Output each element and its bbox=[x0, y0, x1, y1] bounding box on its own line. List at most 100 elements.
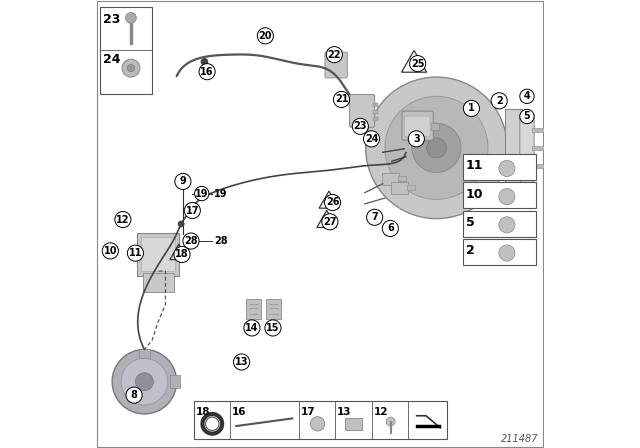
Bar bbox=[416, 425, 441, 428]
Text: 13: 13 bbox=[337, 407, 351, 417]
Text: 10: 10 bbox=[466, 188, 483, 201]
Bar bbox=[463, 211, 536, 237]
Circle shape bbox=[326, 47, 342, 63]
Bar bbox=[170, 375, 180, 388]
Text: 4: 4 bbox=[524, 91, 531, 101]
Bar bbox=[345, 418, 362, 430]
FancyBboxPatch shape bbox=[141, 237, 175, 271]
Circle shape bbox=[121, 358, 168, 405]
FancyBboxPatch shape bbox=[404, 116, 430, 137]
Circle shape bbox=[499, 189, 515, 205]
Bar bbox=[139, 349, 150, 358]
Circle shape bbox=[115, 211, 131, 228]
Text: 23: 23 bbox=[353, 121, 367, 131]
Bar bbox=[532, 164, 545, 168]
Text: 3: 3 bbox=[413, 134, 420, 144]
Text: 25: 25 bbox=[411, 59, 424, 69]
Text: 19: 19 bbox=[195, 189, 209, 198]
Text: 17: 17 bbox=[301, 407, 316, 417]
Circle shape bbox=[364, 131, 380, 147]
Text: 16: 16 bbox=[232, 407, 246, 417]
Circle shape bbox=[367, 209, 383, 225]
Circle shape bbox=[310, 417, 324, 431]
Bar bbox=[398, 176, 406, 181]
Bar bbox=[408, 185, 415, 190]
Bar bbox=[373, 103, 378, 107]
Circle shape bbox=[382, 220, 399, 237]
Circle shape bbox=[122, 59, 140, 77]
Circle shape bbox=[499, 245, 515, 261]
Text: 19: 19 bbox=[214, 189, 227, 198]
Text: 5: 5 bbox=[466, 216, 474, 229]
Text: 18: 18 bbox=[196, 407, 211, 417]
Circle shape bbox=[205, 417, 219, 431]
Text: 28: 28 bbox=[184, 236, 198, 246]
Circle shape bbox=[234, 354, 250, 370]
Circle shape bbox=[352, 118, 369, 134]
Bar bbox=[463, 182, 536, 208]
Circle shape bbox=[102, 243, 118, 259]
Circle shape bbox=[126, 387, 142, 403]
Bar bbox=[532, 146, 545, 150]
Text: 23: 23 bbox=[103, 13, 120, 26]
Text: 17: 17 bbox=[186, 206, 199, 215]
Circle shape bbox=[499, 217, 515, 233]
Circle shape bbox=[410, 56, 426, 72]
Text: 11: 11 bbox=[129, 248, 142, 258]
Bar bbox=[463, 154, 536, 180]
Bar bbox=[194, 401, 447, 439]
Circle shape bbox=[174, 246, 190, 263]
Circle shape bbox=[183, 233, 199, 249]
Circle shape bbox=[184, 202, 200, 219]
Text: 28: 28 bbox=[214, 236, 227, 246]
FancyBboxPatch shape bbox=[402, 111, 433, 140]
Circle shape bbox=[179, 221, 184, 227]
FancyBboxPatch shape bbox=[520, 113, 534, 182]
Text: 24: 24 bbox=[365, 134, 378, 144]
Bar bbox=[431, 123, 439, 130]
Text: 27: 27 bbox=[323, 217, 337, 227]
FancyBboxPatch shape bbox=[246, 299, 261, 319]
Circle shape bbox=[520, 109, 534, 124]
Circle shape bbox=[195, 186, 209, 201]
Bar bbox=[505, 109, 522, 187]
Circle shape bbox=[127, 245, 143, 261]
Circle shape bbox=[175, 173, 191, 190]
Text: 2: 2 bbox=[496, 96, 502, 106]
Bar bbox=[532, 128, 545, 132]
FancyBboxPatch shape bbox=[325, 52, 348, 78]
Text: 10: 10 bbox=[104, 246, 117, 256]
FancyBboxPatch shape bbox=[382, 173, 399, 185]
Circle shape bbox=[322, 214, 338, 230]
Circle shape bbox=[324, 194, 340, 211]
Bar bbox=[373, 117, 378, 121]
Text: 8: 8 bbox=[131, 390, 138, 400]
FancyBboxPatch shape bbox=[266, 299, 282, 319]
Circle shape bbox=[408, 131, 424, 147]
Text: 26: 26 bbox=[326, 198, 339, 207]
Text: 6: 6 bbox=[387, 224, 394, 233]
FancyBboxPatch shape bbox=[391, 182, 408, 194]
Circle shape bbox=[385, 96, 488, 199]
Text: 13: 13 bbox=[235, 357, 248, 367]
Circle shape bbox=[333, 91, 349, 108]
Bar bbox=[463, 239, 536, 265]
Text: 14: 14 bbox=[245, 323, 259, 333]
Text: 9: 9 bbox=[180, 177, 186, 186]
Circle shape bbox=[365, 77, 508, 219]
Bar bbox=[373, 110, 378, 114]
FancyBboxPatch shape bbox=[349, 95, 374, 127]
Circle shape bbox=[265, 320, 281, 336]
Circle shape bbox=[520, 89, 534, 103]
Text: 15: 15 bbox=[266, 323, 280, 333]
Circle shape bbox=[463, 100, 479, 116]
Text: 211487: 211487 bbox=[501, 434, 539, 444]
Circle shape bbox=[427, 138, 446, 158]
Text: 12: 12 bbox=[374, 407, 388, 417]
Text: 24: 24 bbox=[103, 53, 121, 66]
Circle shape bbox=[199, 64, 215, 80]
Text: 21: 21 bbox=[335, 95, 348, 104]
Circle shape bbox=[201, 59, 207, 65]
Text: 2: 2 bbox=[466, 244, 474, 257]
Text: 22: 22 bbox=[328, 50, 341, 60]
